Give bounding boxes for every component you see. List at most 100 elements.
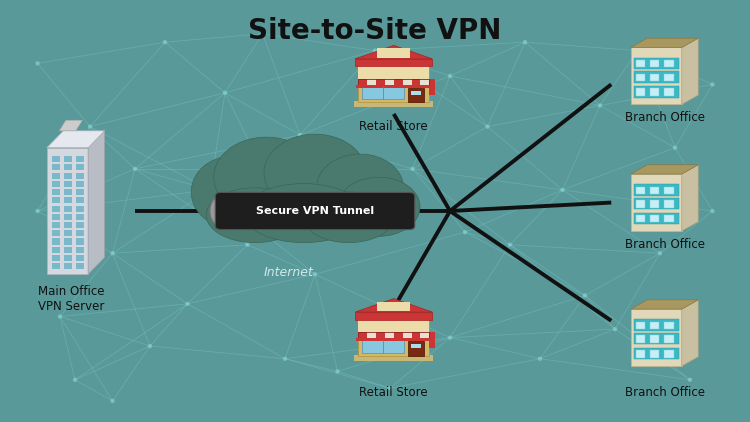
Bar: [64, 238, 72, 244]
Bar: [52, 206, 60, 212]
Point: [54, 313, 66, 320]
Bar: [358, 332, 429, 338]
Bar: [46, 148, 88, 274]
Polygon shape: [631, 165, 698, 174]
Bar: [377, 301, 410, 311]
Bar: [76, 230, 84, 236]
Bar: [650, 74, 659, 81]
Point: [129, 165, 141, 172]
Bar: [354, 354, 434, 360]
Text: Branch Office: Branch Office: [626, 238, 705, 251]
Bar: [650, 350, 659, 357]
Bar: [64, 197, 72, 203]
FancyBboxPatch shape: [215, 192, 415, 230]
Text: Site-to-Site VPN: Site-to-Site VPN: [248, 17, 502, 45]
Bar: [76, 263, 84, 269]
Polygon shape: [682, 300, 698, 366]
Bar: [362, 87, 404, 100]
Bar: [52, 255, 60, 261]
Bar: [650, 215, 659, 222]
Point: [609, 326, 621, 333]
Bar: [376, 78, 385, 85]
Polygon shape: [682, 38, 698, 105]
Bar: [64, 173, 72, 179]
Bar: [634, 213, 679, 224]
Point: [632, 47, 644, 54]
Bar: [76, 222, 84, 228]
Point: [406, 165, 418, 172]
Point: [159, 39, 171, 46]
Bar: [76, 165, 84, 170]
Bar: [64, 206, 72, 212]
Bar: [64, 247, 72, 253]
Bar: [354, 101, 434, 107]
Bar: [636, 215, 645, 222]
Bar: [636, 74, 645, 81]
Point: [309, 271, 321, 278]
Bar: [636, 187, 645, 194]
Bar: [76, 247, 84, 253]
Text: Branch Office: Branch Office: [626, 386, 705, 399]
Bar: [64, 222, 72, 228]
Bar: [631, 309, 682, 366]
Bar: [412, 78, 421, 85]
Text: Secure VPN Tunnel: Secure VPN Tunnel: [256, 206, 374, 216]
Bar: [650, 322, 659, 329]
Bar: [356, 59, 432, 66]
Bar: [76, 197, 84, 203]
Bar: [64, 214, 72, 220]
Bar: [408, 88, 424, 102]
Bar: [634, 184, 679, 196]
Point: [182, 300, 194, 307]
Bar: [664, 74, 674, 81]
Bar: [650, 200, 659, 208]
Point: [444, 73, 456, 79]
Bar: [385, 332, 394, 338]
Bar: [636, 322, 645, 329]
Bar: [52, 156, 60, 162]
Bar: [408, 341, 424, 355]
Point: [684, 376, 696, 383]
Bar: [650, 60, 659, 68]
Bar: [412, 332, 421, 338]
Bar: [385, 78, 394, 85]
Bar: [52, 222, 60, 228]
Ellipse shape: [338, 177, 420, 236]
Bar: [650, 89, 659, 96]
Point: [459, 229, 471, 235]
Ellipse shape: [191, 156, 274, 228]
Bar: [362, 340, 404, 353]
Point: [204, 187, 216, 193]
Polygon shape: [356, 299, 432, 312]
Ellipse shape: [264, 134, 366, 212]
Bar: [634, 86, 679, 97]
Bar: [358, 78, 429, 85]
Point: [482, 123, 494, 130]
Bar: [76, 173, 84, 179]
Ellipse shape: [210, 196, 232, 226]
Point: [556, 187, 568, 193]
Bar: [76, 181, 84, 187]
Bar: [636, 200, 645, 208]
Point: [84, 123, 96, 130]
Bar: [636, 60, 645, 68]
Point: [706, 208, 718, 214]
Bar: [664, 350, 674, 357]
Bar: [403, 332, 412, 338]
Text: Internet: Internet: [264, 266, 314, 279]
Bar: [52, 230, 60, 236]
Bar: [64, 181, 72, 187]
Ellipse shape: [316, 154, 404, 222]
Point: [444, 334, 456, 341]
Point: [69, 376, 81, 383]
Bar: [52, 165, 60, 170]
Bar: [631, 47, 682, 105]
Point: [219, 89, 231, 96]
Bar: [394, 332, 403, 338]
Bar: [52, 238, 60, 244]
Point: [384, 385, 396, 392]
Ellipse shape: [214, 137, 319, 217]
Point: [519, 39, 531, 46]
Point: [106, 398, 118, 404]
Ellipse shape: [206, 188, 304, 243]
